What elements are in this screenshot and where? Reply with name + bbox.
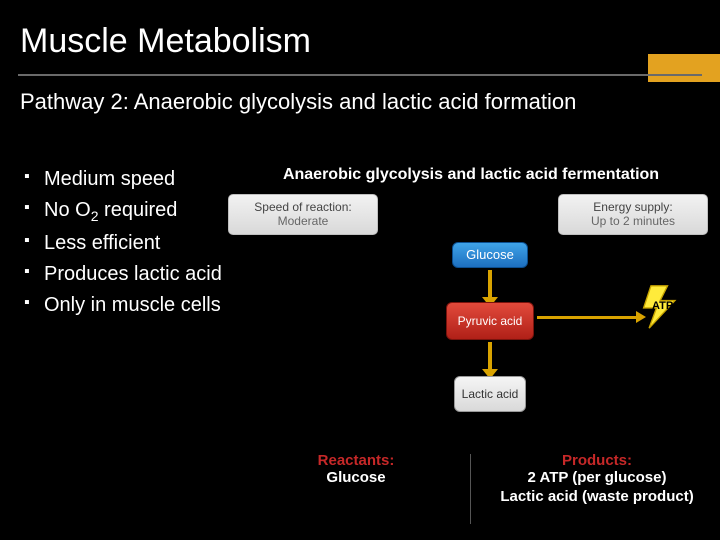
reactants-label: Reactants: <box>246 452 466 469</box>
reactants-products-row: Reactants: Glucose Products: 2 ATP (per … <box>222 452 720 534</box>
products-label: Products: <box>482 452 712 469</box>
title-area: Muscle Metabolism <box>0 0 720 67</box>
arrow-pyruvic-to-lactic <box>488 342 492 370</box>
bullet-item: Medium speed <box>24 166 224 193</box>
bullet-item: No O2 required <box>24 197 224 226</box>
products-line-1: 2 ATP (per glucose) <box>482 469 712 488</box>
accent-block <box>648 54 720 82</box>
figure-title: Anaerobic glycolysis and lactic acid fer… <box>222 160 720 192</box>
content-row: Medium speed No O2 required Less efficie… <box>0 160 720 540</box>
diagram: Glucose Pyruvic acid Lactic acid ATP <box>222 210 720 450</box>
bullet-item: Produces lactic acid <box>24 261 224 288</box>
arrow-glucose-to-pyruvic <box>488 270 492 298</box>
slide: Muscle Metabolism Pathway 2: Anaerobic g… <box>0 0 720 540</box>
slide-title: Muscle Metabolism <box>20 22 700 61</box>
pyruvic-label: Pyruvic acid <box>458 315 523 328</box>
rp-divider <box>470 454 471 524</box>
figure: Anaerobic glycolysis and lactic acid fer… <box>222 160 720 540</box>
reactants-col: Reactants: Glucose <box>246 452 466 488</box>
node-pyruvic: Pyruvic acid <box>446 302 534 340</box>
atp-label: ATP <box>652 300 673 312</box>
bullet-text: No O2 required <box>44 199 177 221</box>
bullet-list: Medium speed No O2 required Less efficie… <box>24 166 224 323</box>
bullet-item: Less efficient <box>24 230 224 257</box>
reactants-value: Glucose <box>246 469 466 488</box>
node-lactic: Lactic acid <box>454 376 526 412</box>
products-line-2: Lactic acid (waste product) <box>482 488 712 507</box>
node-glucose: Glucose <box>452 242 528 268</box>
lactic-label: Lactic acid <box>462 388 519 401</box>
bullet-item: Only in muscle cells <box>24 292 224 319</box>
title-rule <box>18 74 702 76</box>
atp-bolt-icon: ATP <box>634 284 690 330</box>
products-col: Products: 2 ATP (per glucose) Lactic aci… <box>482 452 712 507</box>
arrow-to-atp <box>537 316 637 319</box>
